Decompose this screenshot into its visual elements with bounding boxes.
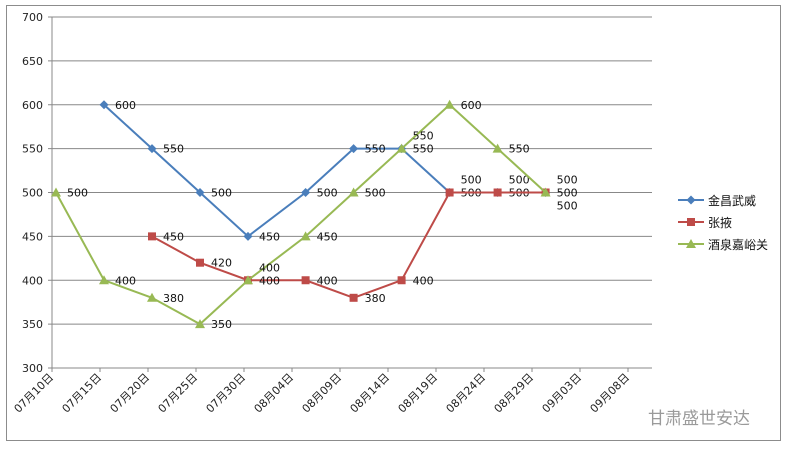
square-marker (493, 188, 502, 197)
triangle-marker (396, 143, 407, 153)
data-label: 450 (317, 230, 338, 243)
square-marker (196, 258, 204, 267)
legend-label: 张掖 (708, 216, 732, 230)
legend-entry: 酒泉嘉峪关 (678, 238, 768, 252)
data-label: 500 (211, 187, 232, 200)
triangle-marker (444, 99, 455, 109)
x-tick-label: 09月03日 (540, 371, 585, 416)
data-label: 500 (557, 187, 578, 200)
series-line (151, 191, 546, 299)
data-label: 380 (365, 292, 386, 305)
triangle-marker (492, 143, 503, 153)
data-label: 500 (461, 174, 482, 187)
triangle-marker (540, 187, 551, 197)
legend-label: 金昌武威 (708, 193, 756, 208)
series-line (103, 104, 546, 238)
x-tick-label: 08月29日 (492, 371, 537, 416)
x-tick-label: 08月04日 (252, 371, 297, 416)
triangle-marker (300, 231, 311, 241)
triangle-marker (147, 292, 157, 302)
x-tick-label: 08月24日 (444, 371, 489, 416)
data-label: 500 (557, 174, 578, 187)
x-tick-label: 07月25日 (156, 371, 201, 416)
triangle-marker (195, 319, 205, 329)
data-label: 600 (461, 99, 482, 112)
data-label: 450 (259, 230, 280, 243)
y-tick-label: 650 (22, 55, 43, 68)
x-tick-label: 08月14日 (348, 371, 393, 416)
data-label: 400 (259, 261, 280, 274)
data-label: 400 (317, 274, 338, 287)
data-label: 550 (509, 143, 530, 156)
diamond-marker (147, 144, 157, 154)
data-label: 500 (317, 187, 338, 200)
y-tick-label: 400 (22, 274, 43, 287)
triangle-marker (51, 187, 61, 197)
y-tick-label: 350 (22, 318, 43, 331)
data-label: 500 (365, 187, 386, 200)
chart-frame (6, 5, 781, 441)
data-label: 400 (413, 274, 434, 287)
square-marker (349, 293, 358, 302)
square-marker (301, 276, 310, 285)
y-tick-label: 550 (22, 143, 43, 156)
data-label: 350 (211, 318, 232, 331)
data-label: 550 (413, 130, 434, 143)
diamond-marker (195, 188, 205, 197)
data-label: 550 (365, 143, 386, 156)
diamond-marker (99, 100, 109, 110)
legend-entry: 张掖 (678, 216, 732, 230)
x-tick-label: 07月10日 (12, 371, 57, 416)
data-label: 600 (115, 99, 136, 112)
series-2: 500 400 380 350 400 450 500 550 600 550 500 (51, 99, 578, 331)
diamond-marker (686, 195, 696, 205)
square-marker (687, 218, 695, 226)
data-label: 500 (67, 187, 88, 200)
data-label: 380 (163, 292, 184, 305)
data-label: 450 (163, 230, 184, 243)
legend-label: 酒泉嘉峪关 (708, 238, 768, 252)
x-tick-label: 08月19日 (396, 371, 441, 416)
data-label: 400 (259, 274, 280, 287)
y-tick-label: 600 (22, 99, 43, 112)
x-tick-label: 07月15日 (60, 371, 105, 416)
diamond-marker (243, 231, 253, 241)
diamond-marker (301, 188, 311, 197)
data-label: 400 (115, 274, 136, 287)
x-tick-label: 07月30日 (204, 371, 249, 416)
y-tick-label: 500 (22, 187, 43, 200)
data-label: 420 (211, 257, 232, 270)
y-tick-label: 450 (22, 230, 43, 243)
data-label: 550 (163, 143, 184, 156)
triangle-marker (348, 187, 359, 197)
y-tick-label: 300 (22, 362, 43, 375)
series-line (55, 103, 547, 326)
square-marker (397, 276, 406, 285)
data-label: 500 (509, 174, 530, 187)
x-tick-label: 07月20日 (108, 371, 153, 416)
triangle-marker (243, 275, 253, 285)
diamond-marker (349, 144, 359, 154)
square-marker (445, 188, 454, 197)
triangle-marker (686, 239, 696, 248)
data-label: 550 (413, 143, 434, 156)
x-tick-label: 08月09日 (300, 371, 345, 416)
watermark: 甘肃盛世安达 (648, 409, 750, 429)
y-tick-label: 700 (22, 11, 43, 24)
square-marker (148, 232, 156, 241)
triangle-marker (99, 275, 109, 285)
x-tick-label: 09月08日 (588, 371, 633, 416)
legend-entry: 金昌武威 (678, 193, 756, 208)
data-label: 500 (557, 200, 578, 213)
